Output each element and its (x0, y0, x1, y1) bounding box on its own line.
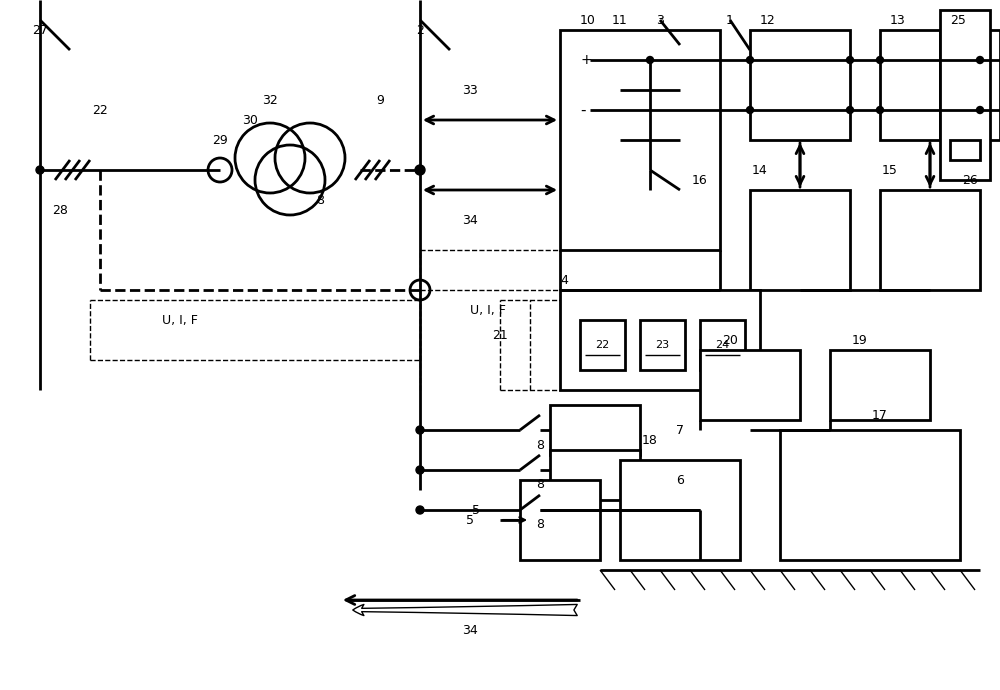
Text: 18: 18 (642, 433, 658, 446)
Text: 1: 1 (726, 14, 734, 26)
Text: 30: 30 (242, 113, 258, 126)
Text: 26: 26 (962, 173, 978, 186)
Text: 34: 34 (462, 213, 478, 226)
Text: 19: 19 (852, 333, 868, 346)
Bar (550, 405, 640, 455)
Text: 17: 17 (872, 408, 888, 422)
Text: 27: 27 (32, 23, 48, 37)
Text: 12: 12 (760, 14, 776, 26)
Text: -: - (580, 103, 586, 117)
Text: 8: 8 (536, 518, 544, 531)
Bar (750, 190, 850, 290)
Text: 29: 29 (212, 133, 228, 146)
Bar (700, 350, 800, 420)
Circle shape (36, 166, 44, 174)
Bar (550, 450, 640, 500)
Bar (520, 480, 600, 560)
Bar (640, 320, 685, 370)
Text: 13: 13 (890, 14, 906, 26)
Text: 2: 2 (416, 23, 424, 37)
Circle shape (746, 57, 754, 63)
Text: 8: 8 (316, 193, 324, 206)
Circle shape (976, 106, 984, 113)
Text: 22: 22 (595, 340, 610, 350)
Bar (560, 290, 760, 390)
Text: 10: 10 (580, 14, 596, 26)
Text: 21: 21 (492, 328, 508, 342)
Bar (830, 350, 930, 420)
Text: _: _ (562, 279, 568, 291)
Bar (940, 10, 990, 180)
Circle shape (416, 466, 424, 474)
Circle shape (746, 106, 754, 113)
Text: 16: 16 (692, 173, 708, 186)
Text: 22: 22 (92, 104, 108, 117)
Circle shape (976, 57, 984, 63)
Bar (950, 140, 980, 160)
Text: 6: 6 (676, 473, 684, 486)
Circle shape (846, 106, 854, 113)
Text: +: + (580, 53, 592, 67)
Circle shape (416, 426, 424, 434)
Text: 24: 24 (715, 340, 730, 350)
Text: 8: 8 (536, 478, 544, 491)
Text: 28: 28 (52, 204, 68, 217)
Text: 7: 7 (676, 424, 684, 437)
Circle shape (415, 165, 425, 175)
Bar (580, 320, 625, 370)
Text: 15: 15 (882, 164, 898, 177)
Text: 25: 25 (950, 14, 966, 26)
Text: 3: 3 (656, 14, 664, 26)
Circle shape (876, 106, 884, 113)
Bar (560, 30, 720, 250)
Text: 34: 34 (462, 624, 478, 636)
Bar (750, 30, 850, 140)
Circle shape (876, 57, 884, 63)
Bar (780, 430, 960, 560)
Text: 14: 14 (752, 164, 768, 177)
Circle shape (416, 506, 424, 514)
Text: 4: 4 (560, 273, 568, 286)
Text: 8: 8 (536, 439, 544, 451)
Text: U, I, F: U, I, F (470, 304, 506, 317)
Text: 20: 20 (722, 333, 738, 346)
Text: 32: 32 (262, 94, 278, 106)
Bar (940, 30, 1000, 140)
Text: 9: 9 (376, 94, 384, 106)
Text: 5: 5 (466, 513, 474, 526)
Text: 11: 11 (612, 14, 628, 26)
Bar (880, 30, 980, 140)
Text: U, I, F: U, I, F (162, 313, 198, 326)
Circle shape (846, 57, 854, 63)
Bar (700, 320, 745, 370)
Text: 23: 23 (655, 340, 670, 350)
Text: 5: 5 (472, 504, 480, 517)
Bar (620, 460, 740, 560)
Bar (880, 190, 980, 290)
Text: 33: 33 (462, 83, 478, 97)
Circle shape (646, 57, 654, 63)
